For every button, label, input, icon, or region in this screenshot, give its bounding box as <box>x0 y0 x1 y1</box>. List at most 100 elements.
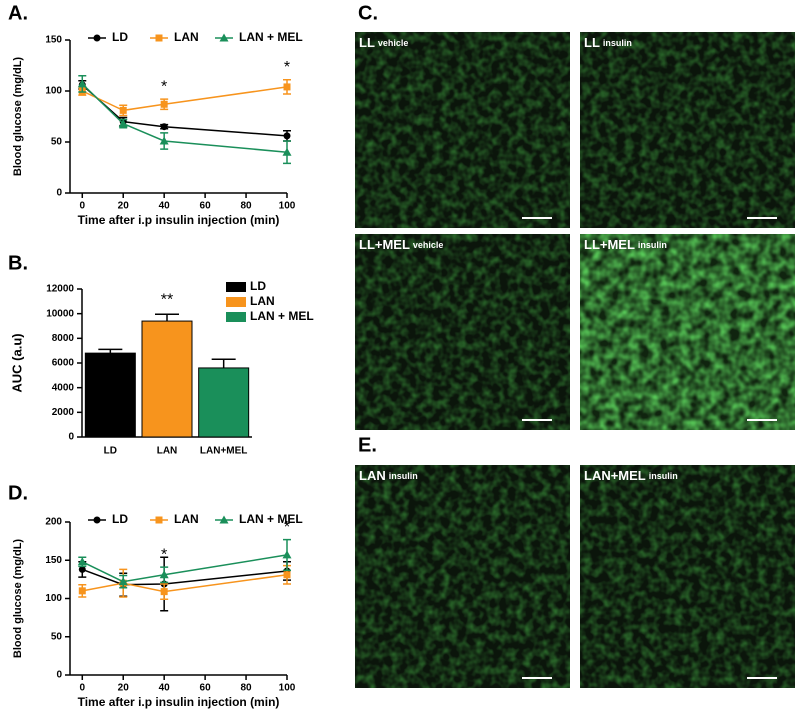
marker <box>283 571 291 579</box>
y-axis-label: Blood glucose (mg/dL) <box>12 57 24 176</box>
y-tick-label: 50 <box>51 137 63 148</box>
panel-letter: D. <box>8 482 28 504</box>
marker <box>155 34 163 42</box>
x-tick-label: 40 <box>159 683 171 694</box>
x-axis-label: Time after i.p insulin injection (min) <box>78 213 280 227</box>
y-tick-label: 4000 <box>52 382 75 393</box>
y-tick-label: 200 <box>45 517 62 528</box>
x-tick-label: 60 <box>200 683 212 694</box>
y-tick-label: 2000 <box>52 407 75 418</box>
marker <box>160 100 168 108</box>
micrograph-label: LL insulin <box>584 35 632 50</box>
y-axis-label: Blood glucose (mg/dL) <box>12 539 24 658</box>
legend-swatch <box>226 312 246 322</box>
marker <box>159 136 169 145</box>
legend-label: LAN + MEL <box>250 309 314 323</box>
micrograph-label: LAN insulin <box>359 468 418 483</box>
micrograph: LL+MEL vehicle <box>355 234 570 430</box>
label: LAN+MEL <box>584 468 646 483</box>
micrograph: LAN insulin <box>355 465 570 688</box>
micrograph: LL insulin <box>580 32 795 228</box>
x-tick-label: 0 <box>80 683 86 694</box>
legend-label: LAN <box>174 512 199 526</box>
y-axis-label: AUC (a.u) <box>9 333 24 392</box>
series-line <box>81 83 288 153</box>
y-tick-label: 150 <box>45 35 62 46</box>
marker <box>118 577 128 586</box>
marker <box>219 33 229 42</box>
x-tick-label: 80 <box>240 683 252 694</box>
legend-label: LD <box>250 279 266 293</box>
legend-swatch <box>226 282 246 292</box>
marker <box>78 587 86 595</box>
legend-label: LD <box>112 30 128 44</box>
legend-label: LAN <box>174 30 199 44</box>
x-tick-label: LD <box>104 446 117 457</box>
x-tick-label: 60 <box>200 201 212 212</box>
marker <box>282 147 292 156</box>
x-tick-label: 0 <box>80 201 86 212</box>
y-tick-label: 12000 <box>46 284 74 295</box>
annotation: * <box>284 519 290 536</box>
marker <box>283 83 291 91</box>
condition: insulin <box>649 471 678 481</box>
error-bar <box>98 348 123 354</box>
micrograph-label: LL vehicle <box>359 35 408 50</box>
panel-letter: A. <box>8 2 28 24</box>
marker <box>155 516 163 524</box>
y-tick-label: 100 <box>45 593 62 604</box>
x-axis-label: Time after i.p insulin injection (min) <box>78 695 280 709</box>
x-tick-label: 40 <box>159 201 171 212</box>
micrograph-label: LAN+MEL insulin <box>584 468 678 483</box>
marker <box>77 557 87 566</box>
series-line <box>81 84 288 137</box>
condition: insulin <box>603 38 632 48</box>
y-tick-label: 0 <box>56 670 62 681</box>
panel-letter: C. <box>358 2 378 24</box>
x-tick-label: 20 <box>118 201 130 212</box>
x-tick-label: 20 <box>118 683 130 694</box>
y-tick-label: 0 <box>68 432 74 443</box>
series-line <box>81 86 288 112</box>
legend-label: LAN + MEL <box>239 30 303 44</box>
panel-letter: E. <box>358 434 377 456</box>
label: LL+MEL <box>359 237 410 252</box>
marker <box>93 34 101 42</box>
marker <box>282 550 292 559</box>
label: LAN <box>359 468 386 483</box>
condition: insulin <box>389 471 418 481</box>
micrograph: LL+MEL insulin <box>580 234 795 430</box>
error-bar <box>211 358 236 368</box>
marker <box>93 516 101 524</box>
label: LL <box>584 35 600 50</box>
marker <box>159 570 169 579</box>
marker <box>118 119 128 128</box>
x-tick-label: 100 <box>279 683 296 694</box>
micrograph: LAN+MEL insulin <box>580 465 795 688</box>
x-tick-label: LAN <box>157 446 178 457</box>
series-line <box>81 554 288 583</box>
y-tick-label: 150 <box>45 555 62 566</box>
micrograph-label: LL+MEL vehicle <box>359 237 443 252</box>
marker <box>78 565 86 573</box>
legend-label: LAN + MEL <box>239 512 303 526</box>
bar <box>141 320 193 438</box>
y-tick-label: 50 <box>51 631 63 642</box>
micrograph-texture <box>355 465 570 688</box>
series-line <box>82 568 288 586</box>
micrograph-texture <box>355 234 570 430</box>
legend-swatch <box>226 297 246 307</box>
y-tick-label: 8000 <box>52 333 75 344</box>
micrograph-texture <box>355 32 570 228</box>
marker <box>160 588 168 596</box>
micrograph-texture <box>580 234 795 430</box>
annotation: * <box>284 59 290 76</box>
x-tick-label: 100 <box>279 201 296 212</box>
condition: vehicle <box>413 240 444 250</box>
micrograph-texture <box>580 465 795 688</box>
micrograph: LL vehicle <box>355 32 570 228</box>
marker <box>283 132 291 140</box>
y-tick-label: 10000 <box>46 308 74 319</box>
marker <box>77 79 87 88</box>
marker <box>219 515 229 524</box>
